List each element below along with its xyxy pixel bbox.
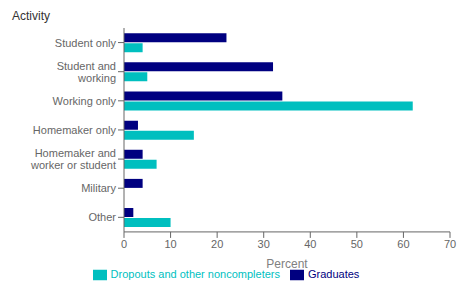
html-text:Activity: Activity [12, 9, 50, 23]
svg-text:70: 70 [444, 238, 456, 250]
svg-text:40: 40 [304, 238, 316, 250]
svg-text:Homemaker only: Homemaker only [33, 124, 117, 136]
html-text:Dropouts and other noncomplete: Dropouts and other noncompleters [110, 267, 280, 280]
svg-text:Military: Military [81, 182, 116, 194]
svg-text:30: 30 [258, 238, 270, 250]
svg-text:20: 20 [211, 238, 223, 250]
svg-text:0: 0 [121, 238, 127, 250]
svg-text:Student andworking: Student andworking [57, 60, 116, 84]
html-text:Graduates: Graduates [308, 267, 360, 280]
svg-text:Other: Other [88, 211, 116, 223]
svg-text:Working only: Working only [53, 95, 117, 107]
svg-text:Homemaker andworker or student: Homemaker andworker or student [30, 147, 116, 171]
svg-text:60: 60 [397, 238, 409, 250]
svg-text:Percent: Percent [266, 257, 308, 271]
svg-text:10: 10 [164, 238, 176, 250]
svg-text:Student only: Student only [55, 37, 117, 49]
svg-text:50: 50 [351, 238, 363, 250]
